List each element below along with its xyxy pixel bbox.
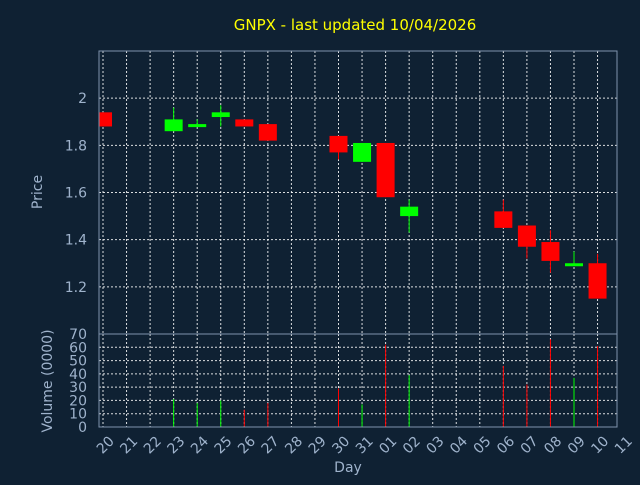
price-y-tick-label: 1.8 xyxy=(65,138,87,154)
x-tick-label: 05 xyxy=(471,433,495,457)
price-grid xyxy=(99,51,617,334)
price-y-tick-label: 1.2 xyxy=(65,280,87,296)
volume-y-tick-label: 50 xyxy=(69,354,87,370)
volume-y-tick-label: 0 xyxy=(78,420,87,436)
x-tick-label: 31 xyxy=(353,433,377,457)
x-tick-label: 11 xyxy=(612,433,636,457)
candle-06 xyxy=(494,199,513,228)
chart-title: GNPX - last updated 10/04/2026 xyxy=(234,16,477,34)
candle-25 xyxy=(211,105,230,127)
candle-07 xyxy=(517,225,536,259)
candle-body xyxy=(494,211,513,228)
x-tick-label: 27 xyxy=(259,433,283,457)
candle-10 xyxy=(588,253,607,299)
price-y-tick-label: 1.6 xyxy=(65,186,87,202)
candle-body xyxy=(235,119,254,127)
volume-grid xyxy=(99,333,617,428)
candle-09 xyxy=(565,251,583,267)
candle-body xyxy=(376,142,395,198)
x-tick-label: 20 xyxy=(94,433,118,457)
candle-body xyxy=(211,112,230,118)
price-y-tick-label: 2 xyxy=(78,91,87,107)
x-tick-label: 23 xyxy=(164,433,188,457)
candle-body xyxy=(188,124,207,128)
x-tick-label: 22 xyxy=(141,433,165,457)
candle-01 xyxy=(376,142,395,198)
x-tick-label: 03 xyxy=(424,433,448,457)
x-tick-label: 24 xyxy=(188,433,212,457)
volume-y-tick-label: 70 xyxy=(69,327,87,343)
volume-y-tick-label: 10 xyxy=(69,407,87,423)
candle-30 xyxy=(329,135,348,160)
x-tick-label: 21 xyxy=(117,433,141,457)
price-axis-label: Price xyxy=(30,175,46,209)
x-tick-label: 04 xyxy=(447,433,471,457)
candle-body xyxy=(565,263,583,267)
x-tick-label: 10 xyxy=(588,433,612,457)
x-tick-label: 25 xyxy=(212,433,236,457)
x-tick-label: 26 xyxy=(235,433,259,457)
volume-bars xyxy=(173,339,599,427)
candle-body xyxy=(258,124,277,141)
candle-23 xyxy=(164,107,183,132)
candle-body xyxy=(517,225,536,247)
volume-y-tick-label: 30 xyxy=(69,380,87,396)
x-tick-label: 09 xyxy=(565,433,589,457)
candle-body xyxy=(353,142,372,162)
x-tick-label: 06 xyxy=(494,433,518,457)
candle-02 xyxy=(400,199,419,233)
candle-body xyxy=(588,263,607,299)
price-y-tick-label: 1.4 xyxy=(65,233,87,249)
x-tick-label: 30 xyxy=(329,433,353,457)
x-axis-label: Day xyxy=(334,460,362,476)
candle-08 xyxy=(541,230,560,273)
candle-body xyxy=(164,119,183,132)
x-tick-label: 28 xyxy=(282,433,306,457)
x-tick-label: 02 xyxy=(400,433,424,457)
x-tick-label: 08 xyxy=(541,433,565,457)
x-tick-label: 07 xyxy=(518,433,542,457)
volume-y-tick-label: 20 xyxy=(69,393,87,409)
candle-20 xyxy=(99,112,112,127)
price-y-ticks: 1.2 1.4 1.6 1.8 2 xyxy=(65,91,87,296)
candle-body xyxy=(541,242,560,261)
x-tick-label: 29 xyxy=(306,433,330,457)
candles xyxy=(99,105,607,299)
candle-body xyxy=(99,112,112,127)
x-tick-label: 01 xyxy=(376,433,400,457)
candle-27 xyxy=(258,124,277,141)
candle-24 xyxy=(188,119,207,128)
volume-y-tick-label: 40 xyxy=(69,367,87,383)
candle-body xyxy=(400,206,419,217)
volume-y-tick-label: 60 xyxy=(69,340,87,356)
volume-axis-label: Volume (0000) xyxy=(40,329,56,432)
x-ticks: 20 21 22 23 24 25 26 27 28 29 30 31 01 02 03 04 05 06 07 08… xyxy=(94,433,636,457)
candle-26 xyxy=(235,119,254,127)
volume-panel-frame xyxy=(98,333,618,428)
candle-31 xyxy=(353,142,372,162)
candle-body xyxy=(329,135,348,153)
